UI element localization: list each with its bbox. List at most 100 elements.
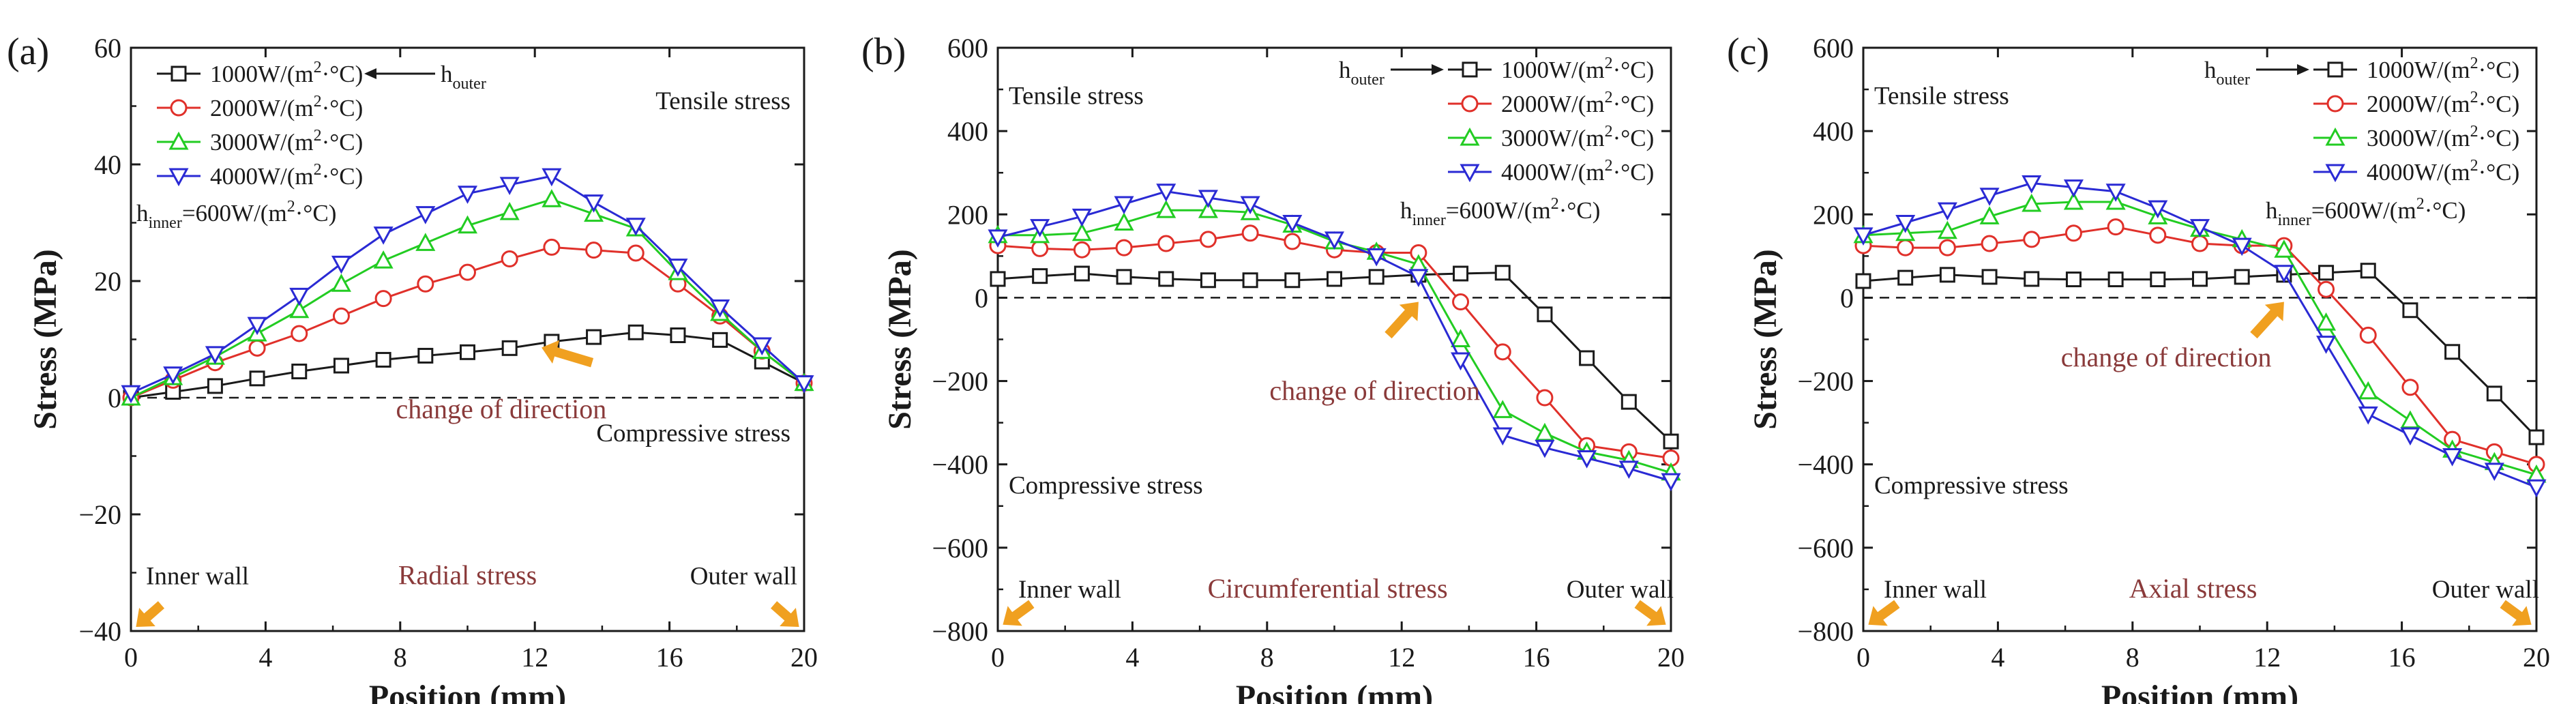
- h-outer-label: houter: [2204, 57, 2250, 89]
- y-tick-label: 200: [947, 199, 988, 230]
- data-point: [1661, 473, 1681, 492]
- data-point: [1158, 271, 1174, 287]
- y-tick-label: 600: [947, 33, 988, 63]
- legend-item: 4000W/(m2·°C): [2313, 157, 2519, 186]
- legend-label: 4000W/(m2·°C): [210, 161, 363, 190]
- legend-swatch-marker: [168, 168, 189, 187]
- data-point: [373, 250, 394, 269]
- legend-swatch-marker: [2325, 164, 2345, 183]
- y-tick-label: −600: [1797, 533, 1854, 563]
- data-point: [670, 327, 686, 344]
- panel-label: (c): [1727, 31, 1769, 73]
- change-direction-arrow: [1385, 302, 1419, 339]
- legend-item: 2000W/(m2·°C): [157, 93, 363, 121]
- series-1000: [1855, 263, 2545, 445]
- data-point: [1031, 239, 1049, 257]
- h-outer-arrowhead: [1432, 64, 1444, 75]
- x-tick-label: 12: [2253, 642, 2281, 673]
- data-point: [1282, 215, 1303, 233]
- h-outer-arrowhead: [2297, 64, 2309, 75]
- data-point: [499, 177, 520, 196]
- tensile-label: Tensile stress: [1009, 82, 1144, 110]
- inner-wall-label: Inner wall: [146, 563, 249, 591]
- data-point: [2318, 265, 2335, 281]
- data-point: [417, 347, 434, 364]
- data-point: [1937, 202, 1957, 221]
- data-point: [1897, 239, 1914, 256]
- data-point: [1030, 219, 1050, 237]
- x-tick-label: 16: [1523, 642, 1550, 673]
- legend-swatch-marker: [171, 65, 187, 82]
- data-point: [1981, 269, 1998, 285]
- y-tick-label: −40: [78, 616, 121, 647]
- data-point: [2401, 379, 2419, 396]
- data-point: [2274, 239, 2294, 258]
- h-outer-label: houter: [441, 61, 486, 93]
- data-point: [417, 275, 434, 293]
- data-point: [2148, 200, 2168, 219]
- data-point: [1114, 212, 1134, 231]
- data-point: [1284, 233, 1301, 250]
- data-point: [163, 366, 183, 385]
- data-point: [375, 351, 391, 368]
- data-point: [207, 378, 223, 394]
- data-point: [2316, 336, 2337, 354]
- x-tick-label: 0: [124, 642, 138, 673]
- data-point: [2064, 224, 2082, 242]
- data-point: [415, 233, 436, 251]
- data-point: [2402, 302, 2418, 319]
- legend-label: 2000W/(m2·°C): [1501, 89, 1654, 117]
- data-point: [2232, 237, 2252, 256]
- data-point: [2400, 427, 2420, 446]
- data-point: [501, 250, 518, 268]
- data-point: [1156, 184, 1176, 202]
- data-point: [1494, 343, 1511, 361]
- data-point: [1114, 196, 1134, 215]
- y-axis-title: Stress (MPa): [27, 249, 63, 429]
- outer-wall-arrow: [1634, 600, 1666, 626]
- tensile-label: Tensile stress: [655, 87, 790, 115]
- legend-label: 1000W/(m2·°C): [2367, 55, 2519, 83]
- data-point: [1074, 265, 1090, 282]
- data-point: [457, 186, 478, 204]
- y-axis-title: Stress (MPa): [882, 249, 918, 429]
- data-point: [1451, 352, 1471, 371]
- data-point: [457, 215, 478, 234]
- data-point: [2065, 272, 2082, 288]
- data-point: [710, 299, 730, 318]
- tensile-label: Tensile stress: [1874, 82, 2009, 110]
- data-point: [289, 287, 310, 306]
- y-axis: −800 −600 −400 −200 0 200 400 600: [1797, 33, 2536, 647]
- y-tick-label: −200: [932, 366, 988, 397]
- y-tick-label: −800: [932, 616, 988, 647]
- data-point: [585, 241, 603, 259]
- data-point: [1453, 265, 1469, 282]
- y-axis: −40 −20 0 20 40 60: [78, 33, 804, 647]
- data-point: [1071, 222, 1092, 241]
- data-point: [584, 203, 604, 222]
- data-point: [1324, 231, 1345, 250]
- data-point: [1198, 200, 1218, 218]
- data-point: [2484, 463, 2504, 482]
- data-point: [2023, 231, 2041, 248]
- y-tick-label: −400: [1797, 450, 1854, 480]
- data-point: [1241, 224, 1259, 242]
- legend-item: 4000W/(m2·°C): [157, 161, 363, 190]
- y-tick-label: 600: [1813, 33, 1854, 63]
- data-point: [2400, 410, 2420, 429]
- data-point: [1853, 227, 1874, 246]
- data-point: [121, 385, 141, 404]
- data-point: [1368, 269, 1385, 285]
- data-point: [415, 206, 436, 224]
- data-point: [248, 339, 266, 357]
- data-point: [542, 189, 562, 207]
- data-point: [1452, 293, 1470, 311]
- data-point: [289, 299, 310, 319]
- data-point: [1494, 265, 1511, 281]
- panel-label: (a): [7, 31, 49, 73]
- legend-label: 3000W/(m2·°C): [2367, 123, 2519, 151]
- data-point: [1536, 389, 1554, 407]
- data-point: [2526, 479, 2547, 498]
- chart-panel-b: 0 4 8 12 16 20 −800 −600 −400 −200 0 200 400 600 Posit…: [861, 31, 1685, 704]
